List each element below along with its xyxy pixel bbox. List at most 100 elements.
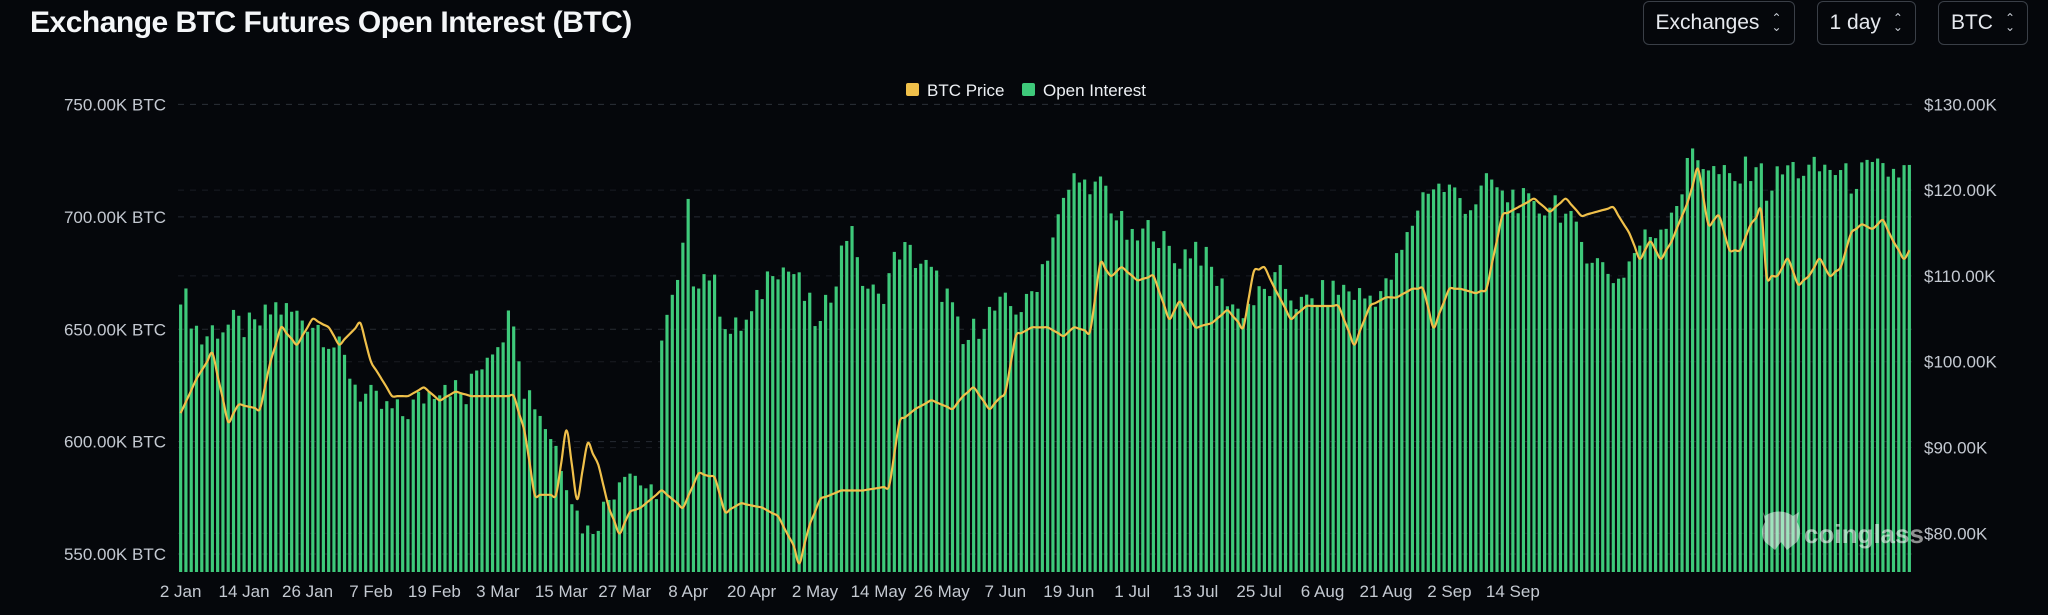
- open-interest-bar: [1410, 225, 1415, 572]
- open-interest-bar: [1468, 210, 1473, 572]
- open-interest-bar: [998, 296, 1002, 572]
- x-axis-tick-label: 7 Jun: [985, 582, 1027, 601]
- x-axis-tick-label: 27 Mar: [598, 582, 651, 601]
- legend-item-btc-price[interactable]: BTC Price: [906, 81, 1004, 100]
- open-interest-bar: [406, 419, 410, 572]
- open-interest-bar: [332, 347, 336, 572]
- open-interest-bar: [1817, 171, 1822, 572]
- open-interest-bar: [1664, 228, 1668, 572]
- legend-label-open-interest: Open Interest: [1043, 81, 1146, 100]
- open-interest-bar: [898, 259, 902, 572]
- open-interest-bar: [617, 482, 622, 572]
- open-interest-bar: [1188, 258, 1192, 572]
- open-interest-bar: [385, 401, 389, 572]
- open-interest-bar: [1067, 189, 1071, 572]
- open-interest-bar: [993, 310, 997, 572]
- open-interest-bar: [559, 471, 563, 572]
- open-interest-bar: [850, 226, 854, 572]
- open-interest-bar: [443, 384, 447, 572]
- open-interest-bar: [866, 288, 870, 572]
- open-interest-bar: [200, 344, 204, 572]
- coinglass-logo-icon: [1762, 511, 1800, 550]
- open-interest-bar: [1574, 221, 1578, 572]
- open-interest-bar: [453, 380, 458, 572]
- x-axis-tick-label: 15 Mar: [535, 582, 588, 601]
- open-interest-bar: [1548, 207, 1552, 572]
- open-interest-bar: [1257, 286, 1261, 572]
- open-interest-bar: [1796, 178, 1800, 573]
- open-interest-bar: [1421, 192, 1425, 572]
- open-interest-bar: [1458, 198, 1462, 572]
- open-interest-bar: [1643, 229, 1647, 573]
- open-interest-bar: [1712, 166, 1716, 573]
- open-interest-bar: [750, 311, 754, 572]
- open-interest-bar: [1865, 159, 1869, 572]
- open-interest-bar: [1780, 174, 1785, 572]
- open-interest-bar: [237, 315, 241, 572]
- open-interest-bar: [1336, 294, 1340, 572]
- open-interest-bar: [876, 293, 881, 572]
- exchanges-select[interactable]: Exchanges ⌃ ⌄: [1642, 1, 1795, 45]
- open-interest-bar: [945, 288, 949, 572]
- open-interest-bar: [1030, 291, 1034, 572]
- open-interest-bar: [956, 316, 960, 572]
- open-interest-bar: [1130, 228, 1134, 572]
- open-interest-bar: [1569, 210, 1573, 572]
- open-interest-bar: [1135, 240, 1140, 573]
- open-interest-bar: [1141, 228, 1145, 572]
- open-interest-bar: [1098, 176, 1103, 572]
- watermark-label: coinglass: [1804, 519, 1924, 549]
- open-interest-bar: [1019, 312, 1023, 572]
- open-interest-bar: [1648, 236, 1652, 573]
- unit-select[interactable]: BTC ⌃ ⌄: [1937, 1, 2028, 45]
- open-interest-bar: [1447, 184, 1452, 572]
- open-interest-bar: [194, 325, 199, 572]
- open-interest-bar: [1442, 191, 1446, 572]
- open-interest-bar: [665, 314, 669, 572]
- open-interest-bar: [961, 344, 965, 572]
- legend-item-open-interest[interactable]: Open Interest: [1022, 81, 1146, 100]
- open-interest-bar: [1685, 157, 1689, 572]
- open-interest-bar: [1622, 277, 1626, 572]
- open-interest-bar: [1157, 248, 1161, 572]
- open-interest-bar: [1046, 260, 1050, 572]
- chart-controls: Exchanges ⌃ ⌄ 1 day ⌃ ⌄ BTC ⌃ ⌄: [1642, 1, 2028, 45]
- open-interest-bar: [797, 272, 801, 572]
- open-interest-bar: [1680, 194, 1684, 572]
- open-interest-bar: [221, 332, 225, 572]
- open-interest-bar: [1326, 305, 1330, 572]
- open-interest-bar: [1490, 179, 1494, 572]
- open-interest-bar: [1860, 162, 1864, 572]
- open-interest-bar: [1389, 279, 1393, 572]
- open-interest-bar: [253, 319, 257, 572]
- open-interest-bar: [1606, 273, 1610, 572]
- open-interest-bar: [464, 404, 468, 572]
- open-interest-bar: [1585, 263, 1589, 572]
- open-interest-bar: [1268, 296, 1272, 572]
- open-interest-bar: [644, 488, 648, 572]
- open-interest-bar: [813, 326, 817, 572]
- open-interest-bar: [506, 310, 510, 572]
- open-interest-bar: [1558, 222, 1563, 573]
- interval-select[interactable]: 1 day ⌃ ⌄: [1816, 1, 1916, 45]
- open-interest-bar: [337, 336, 341, 572]
- open-interest-bar: [765, 271, 770, 572]
- open-interest-bar: [1178, 268, 1182, 572]
- open-interest-bar: [1717, 174, 1721, 572]
- open-interest-bar: [1659, 229, 1663, 573]
- open-interest-bar: [1172, 263, 1177, 572]
- open-interest-bar: [607, 499, 611, 572]
- left-axis-tick-label: 650.00K BTC: [64, 320, 166, 339]
- open-interest-bar: [1907, 164, 1911, 572]
- open-interest-bar: [792, 274, 796, 572]
- open-interest-bar: [913, 268, 918, 572]
- x-axis-tick-label: 13 Jul: [1173, 582, 1218, 601]
- open-interest-bar: [1749, 181, 1753, 573]
- open-interest-bar: [1886, 176, 1890, 573]
- open-interest-bar: [707, 280, 711, 572]
- open-interest-bar: [887, 273, 891, 572]
- open-interest-bar: [966, 339, 970, 572]
- open-interest-bar: [596, 530, 600, 572]
- open-interest-bar: [184, 288, 188, 572]
- x-axis-tick-label: 2 Jan: [160, 582, 202, 601]
